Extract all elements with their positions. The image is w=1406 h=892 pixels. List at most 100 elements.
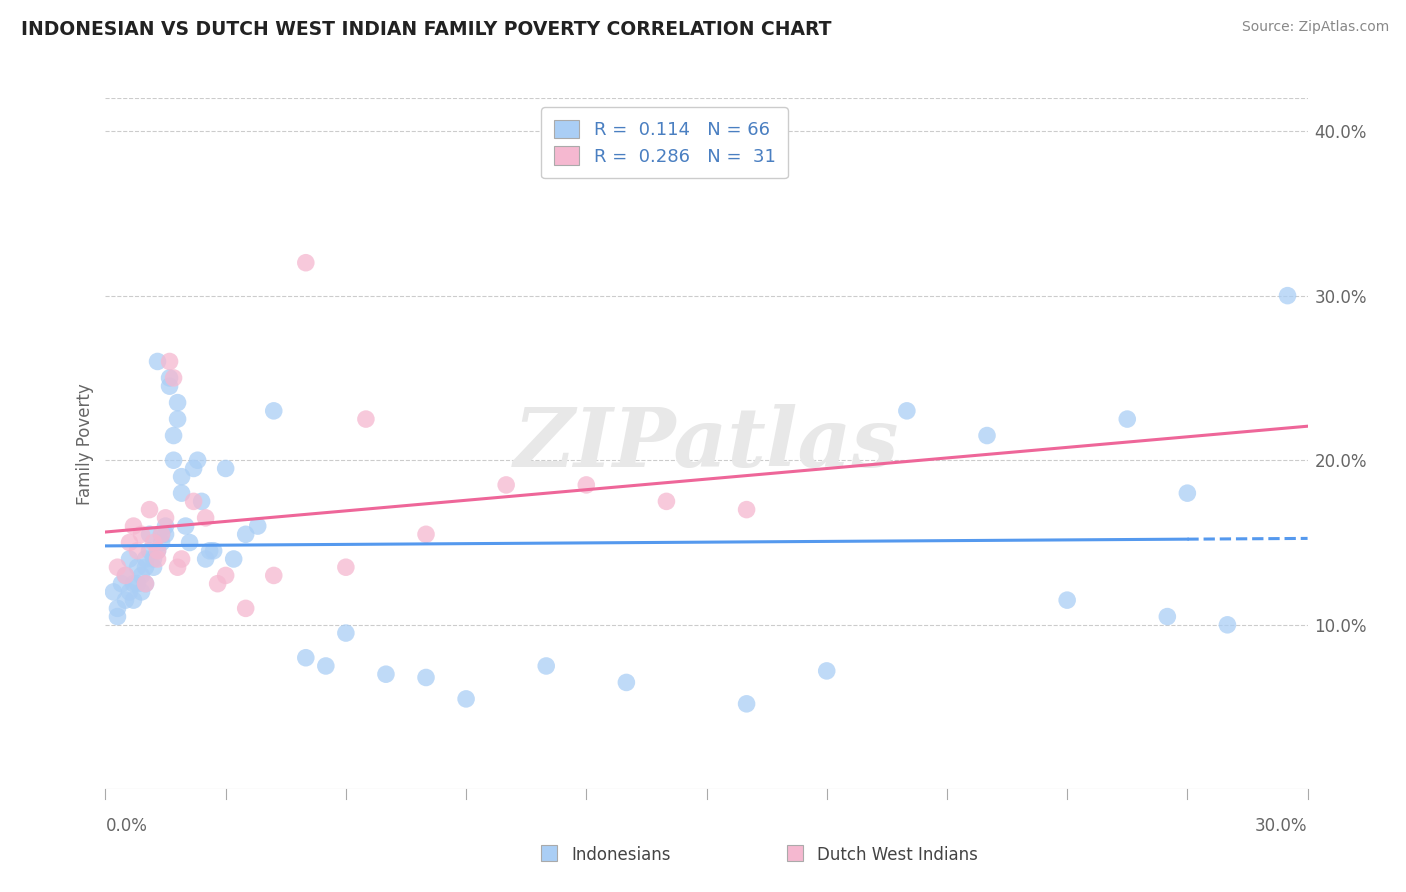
Point <box>655 494 678 508</box>
Point <box>187 453 209 467</box>
Point <box>159 371 181 385</box>
Point <box>138 527 160 541</box>
Point <box>162 453 184 467</box>
Point <box>575 478 598 492</box>
Point <box>214 568 236 582</box>
Point <box>155 519 177 533</box>
Point <box>114 568 136 582</box>
Legend: R =  0.114   N = 66, R =  0.286   N =  31: R = 0.114 N = 66, R = 0.286 N = 31 <box>541 107 789 178</box>
Point <box>246 519 269 533</box>
Point <box>107 601 129 615</box>
Point <box>183 461 205 475</box>
Point <box>122 576 145 591</box>
Point <box>127 543 149 558</box>
Point <box>222 552 245 566</box>
Point <box>1056 593 1078 607</box>
Point <box>135 576 157 591</box>
Text: 30.0%: 30.0% <box>1256 817 1308 835</box>
Point <box>735 502 758 516</box>
Point <box>235 527 257 541</box>
Point <box>194 511 217 525</box>
Point <box>170 552 193 566</box>
Point <box>159 354 181 368</box>
Point <box>131 568 153 582</box>
Point <box>976 428 998 442</box>
Point <box>103 585 125 599</box>
Y-axis label: Family Poverty: Family Poverty <box>76 383 94 505</box>
Point <box>146 552 169 566</box>
Point <box>118 535 141 549</box>
Point <box>107 560 129 574</box>
Point <box>354 412 377 426</box>
Text: 0.0%: 0.0% <box>105 817 148 835</box>
Point <box>235 601 257 615</box>
Point <box>202 543 225 558</box>
Text: Indonesians: Indonesians <box>571 846 671 863</box>
Point <box>415 527 437 541</box>
Point <box>1277 288 1299 302</box>
Point <box>415 671 437 685</box>
Point <box>534 659 557 673</box>
Text: Dutch West Indians: Dutch West Indians <box>817 846 979 863</box>
Point <box>138 502 160 516</box>
Point <box>170 486 193 500</box>
Point <box>179 535 201 549</box>
Point <box>166 560 188 574</box>
Point <box>735 697 758 711</box>
Point <box>114 593 136 607</box>
Point <box>335 560 357 574</box>
Point <box>495 478 517 492</box>
Point <box>183 494 205 508</box>
Point <box>1156 609 1178 624</box>
Point <box>135 560 157 574</box>
Point <box>207 576 229 591</box>
Point <box>155 527 177 541</box>
Point <box>896 404 918 418</box>
Point <box>335 626 357 640</box>
Point <box>127 576 149 591</box>
Point <box>162 371 184 385</box>
Point <box>150 527 173 541</box>
Point <box>194 552 217 566</box>
Point <box>263 404 285 418</box>
Point <box>122 593 145 607</box>
Point <box>374 667 398 681</box>
Point <box>162 428 184 442</box>
Point <box>166 412 188 426</box>
Point <box>1216 617 1239 632</box>
Point <box>295 650 318 665</box>
Point <box>110 576 132 591</box>
Point <box>190 494 212 508</box>
Point <box>135 552 157 566</box>
Point <box>131 527 153 541</box>
Point <box>118 552 141 566</box>
Point <box>122 519 145 533</box>
Point <box>142 535 165 549</box>
Point <box>146 354 169 368</box>
Point <box>135 576 157 591</box>
Point <box>131 585 153 599</box>
Point <box>159 379 181 393</box>
Point <box>138 543 160 558</box>
Point <box>150 527 173 541</box>
Point <box>214 461 236 475</box>
Point <box>127 560 149 574</box>
Point <box>114 568 136 582</box>
Point <box>1116 412 1139 426</box>
Point <box>170 469 193 483</box>
Point <box>155 511 177 525</box>
Text: INDONESIAN VS DUTCH WEST INDIAN FAMILY POVERTY CORRELATION CHART: INDONESIAN VS DUTCH WEST INDIAN FAMILY P… <box>21 20 831 38</box>
Point <box>263 568 285 582</box>
Point <box>146 543 169 558</box>
Point <box>198 543 221 558</box>
Point <box>616 675 638 690</box>
Point <box>118 585 141 599</box>
Point <box>166 395 188 409</box>
Point <box>107 609 129 624</box>
Point <box>454 692 477 706</box>
Point <box>174 519 197 533</box>
Text: Source: ZipAtlas.com: Source: ZipAtlas.com <box>1241 20 1389 34</box>
Point <box>150 535 173 549</box>
Point <box>142 560 165 574</box>
Text: ZIPatlas: ZIPatlas <box>513 404 900 483</box>
